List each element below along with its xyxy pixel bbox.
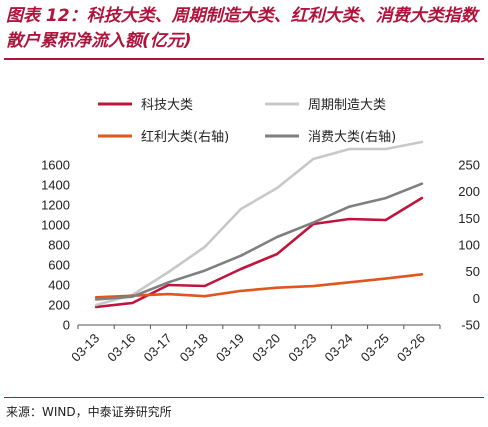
y-left-tick-label: 1200 — [41, 198, 70, 213]
y-left-tick-label: 600 — [48, 258, 70, 273]
y-left-tick-label: 200 — [48, 298, 70, 313]
y-right-tick-label: 50 — [466, 264, 480, 279]
x-tick-label: 03-26 — [394, 331, 428, 365]
legend-label-4: 消费大类(右轴) — [308, 130, 396, 145]
source-note: 来源：WIND，中泰证券研究所 — [6, 405, 172, 419]
y-left-tick-label: 1000 — [41, 218, 70, 233]
x-tick-label: 03-25 — [358, 331, 392, 365]
legend-label-1: 科技大类 — [141, 98, 193, 113]
series-line-4 — [94, 182, 424, 301]
x-tick-label: 03-20 — [249, 331, 283, 365]
y-right-tick-label: 250 — [458, 158, 480, 173]
y-right-tick-label: 200 — [458, 184, 480, 199]
x-tick-label: 03-19 — [213, 331, 247, 365]
y-right-tick-label: 150 — [458, 211, 480, 226]
title-divider — [4, 58, 484, 60]
y-left-tick-label: 0 — [63, 318, 70, 333]
y-left-tick-label: 1600 — [41, 158, 70, 173]
y-left-tick-label: 400 — [48, 278, 70, 293]
y-right-tick-label: -50 — [461, 318, 480, 333]
x-tick-label: 03-17 — [141, 331, 175, 365]
y-right-tick-label: 100 — [458, 238, 480, 253]
y-left-tick-label: 1400 — [41, 178, 70, 193]
x-tick-label: 03-24 — [322, 331, 356, 365]
legend-label-3: 红利大类(右轴) — [141, 129, 229, 145]
chart-title: 图表 12：科技大类、周期制造大类、红利大类、消费大类指数散户累积净流入额(亿元… — [6, 6, 478, 51]
y-left-tick-label: 800 — [48, 238, 70, 253]
x-tick-label: 03-23 — [285, 331, 319, 365]
y-right-tick-label: 0 — [473, 291, 480, 306]
x-tick-label: 03-16 — [104, 331, 138, 365]
x-tick-label: 03-13 — [68, 331, 102, 365]
source-divider — [4, 397, 484, 398]
legend-label-2: 周期制造大类 — [308, 98, 386, 113]
series-line-3 — [94, 272, 424, 299]
series-line-2 — [94, 140, 424, 307]
x-tick-label: 03-18 — [177, 331, 211, 365]
